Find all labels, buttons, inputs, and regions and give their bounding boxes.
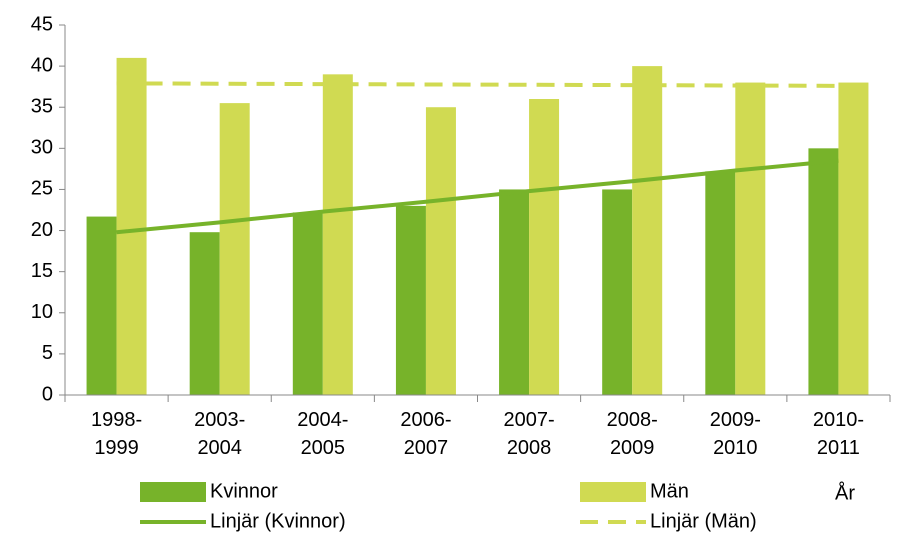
y-tick-label: 20 — [31, 219, 53, 241]
legend-label: Linjär (Män) — [650, 510, 757, 532]
legend-label: Kvinnor — [210, 480, 278, 502]
y-tick-label: 25 — [31, 178, 53, 200]
bar — [292, 212, 323, 395]
y-tick-label: 30 — [31, 137, 53, 159]
trend-line — [116, 158, 839, 235]
bar — [499, 189, 530, 395]
x-tick-label: 2004-2005 — [297, 409, 349, 459]
y-tick-label: 40 — [31, 54, 53, 76]
y-tick-label: 0 — [42, 383, 53, 405]
bar — [838, 82, 869, 396]
x-tick-label: 2007-2008 — [503, 409, 555, 459]
bar — [529, 99, 560, 395]
legend-label: Linjär (Kvinnor) — [210, 510, 346, 532]
y-tick-label: 5 — [42, 342, 53, 364]
bar — [322, 74, 353, 395]
x-tick-label: 2008-2009 — [606, 409, 658, 459]
legend-label: Män — [650, 480, 689, 502]
trend-line — [116, 81, 839, 88]
bar — [632, 66, 663, 395]
x-tick-label: 2009-2010 — [709, 409, 761, 459]
legend-swatch — [140, 482, 206, 502]
x-tick-label: 2003-2004 — [194, 409, 246, 459]
bar — [735, 82, 766, 396]
legend-swatch — [580, 482, 646, 502]
bar — [219, 103, 250, 395]
y-tick-label: 35 — [31, 96, 53, 118]
x-tick-label: 2010-2011 — [812, 409, 865, 459]
bar — [395, 205, 426, 395]
y-tick-label: 45 — [31, 13, 53, 35]
bar — [602, 189, 633, 395]
bar — [189, 232, 220, 395]
x-tick-label: 1998-1999 — [90, 409, 143, 459]
x-axis-title: År — [835, 481, 855, 504]
y-tick-label: 10 — [31, 301, 53, 323]
bar — [86, 216, 117, 395]
x-tick-label: 2006-2007 — [400, 409, 452, 459]
bar — [116, 57, 147, 396]
bar — [808, 148, 839, 395]
y-tick-label: 15 — [31, 260, 53, 282]
bar — [705, 171, 736, 395]
bar — [425, 107, 456, 395]
